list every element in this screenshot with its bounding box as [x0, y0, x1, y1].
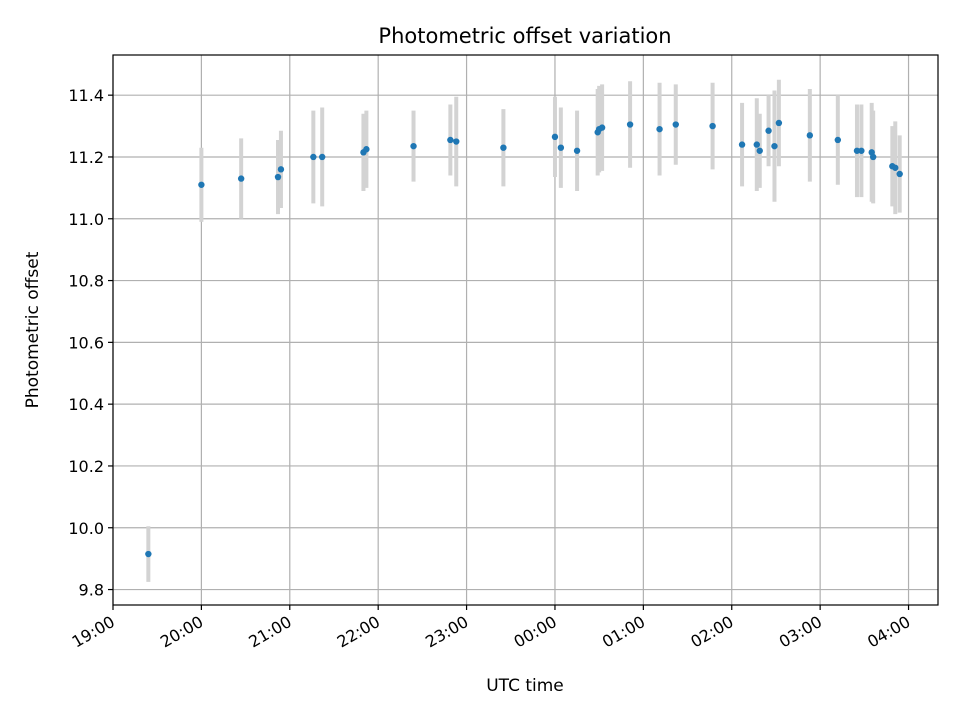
y-tick-label: 11.0	[68, 210, 104, 229]
data-point	[447, 136, 454, 144]
y-tick-label: 11.2	[68, 148, 104, 167]
data-point	[858, 147, 865, 154]
data-point	[656, 125, 663, 133]
data-point	[834, 136, 842, 144]
data-point	[753, 141, 760, 148]
y-tick-label: 10.8	[68, 272, 104, 291]
data-point	[500, 144, 507, 151]
y-axis-title: Photometric offset	[23, 251, 43, 408]
data-point	[277, 166, 285, 173]
data-point	[775, 119, 783, 127]
y-tick-label: 10.4	[68, 395, 104, 414]
data-point	[310, 153, 317, 161]
y-tick-label: 10.0	[68, 519, 104, 538]
data-point	[573, 147, 581, 154]
data-point	[853, 147, 861, 154]
y-tick-label: 9.8	[79, 581, 104, 600]
data-point	[274, 173, 282, 181]
data-point	[237, 175, 245, 182]
y-tick-label: 10.6	[68, 333, 104, 352]
chart-title: Photometric offset variation	[378, 24, 671, 48]
data-point	[896, 170, 903, 178]
data-point	[145, 550, 152, 558]
data-point	[771, 142, 778, 150]
data-point	[892, 164, 899, 171]
y-tick-label: 11.4	[68, 86, 104, 105]
data-point	[738, 141, 746, 148]
data-point	[363, 146, 370, 153]
data-point	[318, 153, 326, 161]
data-point	[551, 133, 559, 141]
x-axis-title: UTC time	[486, 676, 564, 696]
data-point	[672, 121, 679, 128]
data-point	[626, 121, 634, 128]
data-point	[557, 144, 565, 151]
data-point	[806, 132, 814, 139]
data-point	[598, 124, 606, 131]
data-points	[145, 119, 903, 558]
y-axis-ticks: 9.8 10.0 10.2 10.4 10.6 10.8 11.0 11.2 11.4	[68, 86, 113, 600]
data-point	[869, 153, 877, 161]
data-point	[198, 181, 205, 188]
data-point	[756, 147, 763, 154]
data-point	[709, 122, 716, 130]
plot-frame	[112, 54, 939, 606]
y-tick-label: 10.2	[68, 457, 104, 476]
data-point	[453, 138, 460, 145]
data-point	[765, 127, 772, 134]
data-point	[410, 142, 417, 150]
